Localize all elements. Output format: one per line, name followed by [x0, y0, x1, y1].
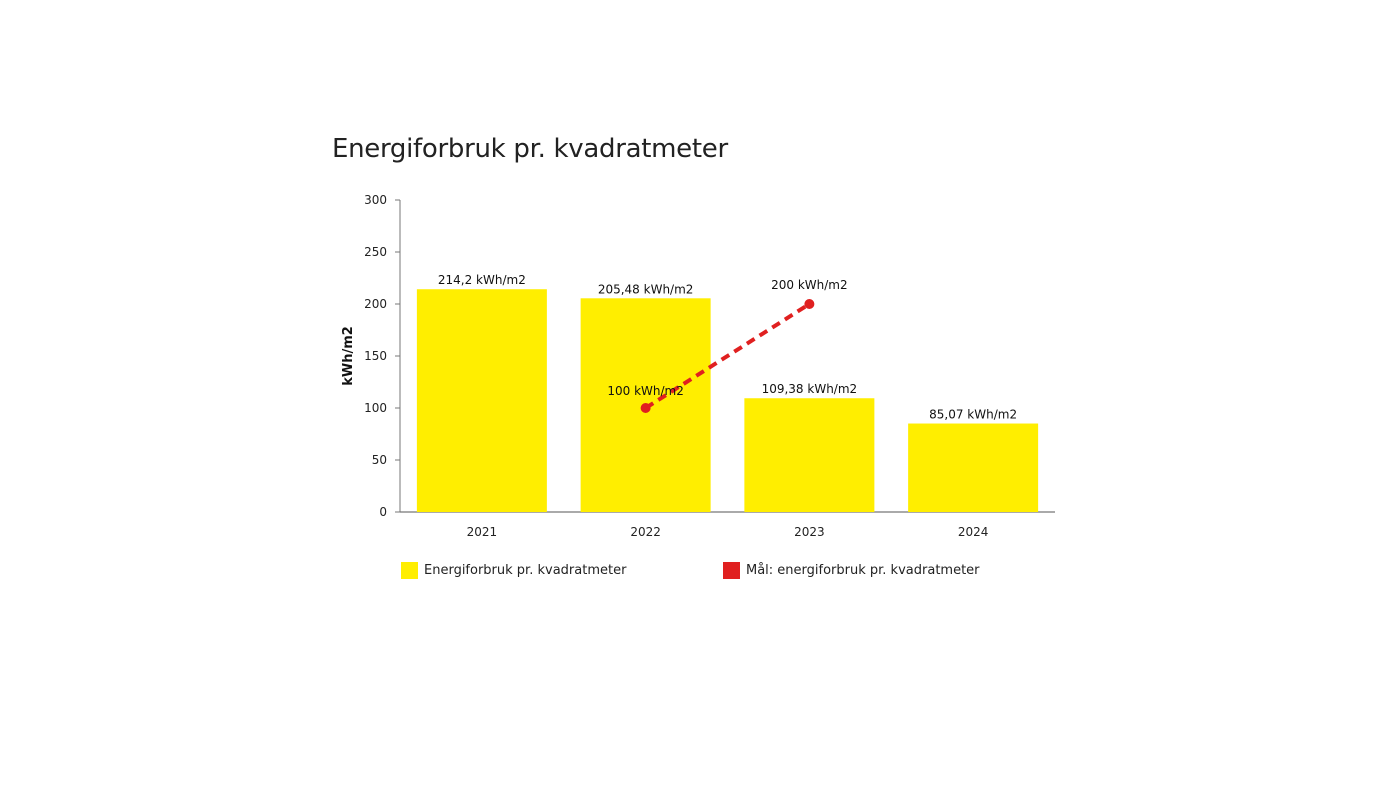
data-label: 205,48 kWh/m2	[598, 282, 694, 296]
y-tick-label: 200	[364, 297, 387, 311]
target-point	[640, 403, 651, 413]
legend-item-target: Mål: energiforbruk pr. kvadratmeter	[723, 562, 980, 579]
data-label: 85,07 kWh/m2	[929, 408, 1017, 422]
bar	[908, 423, 1039, 512]
x-tick-label: 2022	[630, 525, 661, 539]
y-tick-label: 0	[379, 505, 387, 519]
target-label: 200 kWh/m2	[771, 278, 848, 292]
x-tick-label: 2023	[794, 525, 825, 539]
target-point	[804, 299, 815, 309]
target-line: 100 kWh/m2 200 kWh/m2	[607, 278, 848, 413]
axes: 0 50 100 150 200 250 300 2021 2022 2023 2024	[364, 193, 1055, 539]
data-label: 109,38 kWh/m2	[762, 382, 858, 396]
y-tick-label: 50	[372, 453, 387, 467]
legend-label-bars: Energiforbruk pr. kvadratmeter	[424, 563, 627, 578]
x-tick-label: 2024	[958, 525, 989, 539]
y-tick-label: 250	[364, 245, 387, 259]
legend-label-target: Mål: energiforbruk pr. kvadratmeter	[746, 563, 980, 578]
chart-title: Energiforbruk pr. kvadratmeter	[332, 134, 728, 164]
bars: 214,2 kWh/m2 205,48 kWh/m2 109,38 kWh/m2 85…	[416, 273, 1039, 512]
x-tick-label: 2021	[467, 525, 498, 539]
y-axis-label: kWh/m2	[341, 326, 356, 386]
y-tick-label: 150	[364, 349, 387, 363]
bar	[744, 398, 875, 512]
legend-swatch-bars	[401, 562, 418, 579]
y-tick-label: 100	[364, 401, 387, 415]
bar	[416, 289, 547, 512]
legend-item-bars: Energiforbruk pr. kvadratmeter	[401, 562, 626, 579]
y-tick-label: 300	[364, 193, 387, 207]
data-label: 214,2 kWh/m2	[438, 273, 526, 287]
legend-swatch-target	[723, 562, 740, 579]
target-label: 100 kWh/m2	[607, 384, 684, 398]
target-line-segment	[644, 302, 811, 410]
